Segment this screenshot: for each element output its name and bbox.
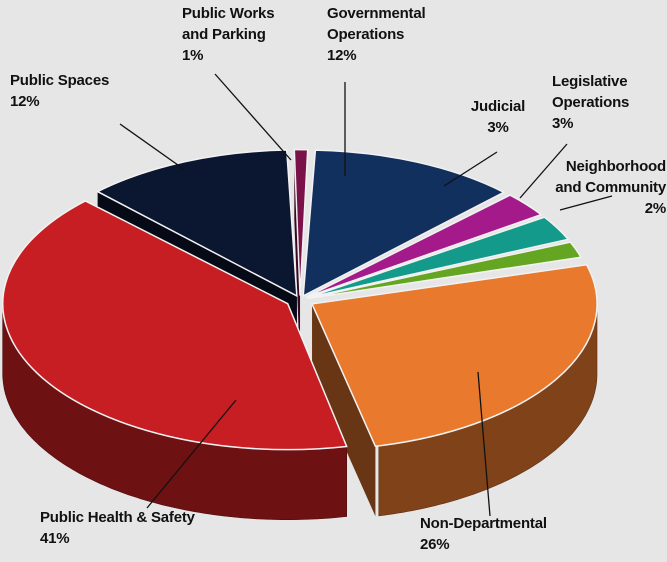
slice-percent-label: 26% [420,536,449,553]
pie-slice [293,148,309,296]
leader-line [119,123,186,171]
slice-percent-label: 1% [182,47,203,64]
leader-line [443,151,498,187]
slice-name-label: Neighborhood [566,158,666,175]
leader-line [214,73,292,161]
slice-name-label: Operations [327,26,404,43]
slice-name-label: Public Health & Safety [40,509,196,526]
slice-name-label: Public Works [182,5,274,22]
pie-slice [307,241,583,300]
leader-line [519,143,568,199]
slice-name-label: Non-Departmental [420,515,547,532]
leader-line [559,195,613,211]
slice-name-label: and Community [555,179,667,196]
pie-slice [310,263,598,448]
slice-percent-label: 12% [327,47,356,64]
slice-percent-label: 3% [487,119,508,136]
slice-name-label: and Parking [182,26,266,43]
pie-slice-edge [312,303,376,517]
slice-name-label: Judicial [471,98,525,115]
slice-name-label: Public Spaces [10,72,109,89]
slice-name-label: Operations [552,94,629,111]
slice-name-label: Governmental [327,5,425,22]
pie-slice [305,194,543,298]
pie-slice [95,149,298,298]
leader-line [477,371,491,517]
slice-name-label: Legislative [552,73,627,90]
pie-slice [302,149,506,298]
slice-percent-label: 2% [645,200,666,217]
leader-line [146,399,237,509]
slice-percent-label: 41% [40,530,69,547]
slice-percent-label: 3% [552,115,573,132]
pie-slice [306,216,570,299]
pie-slice [2,200,348,451]
slice-percent-label: 12% [10,93,39,110]
